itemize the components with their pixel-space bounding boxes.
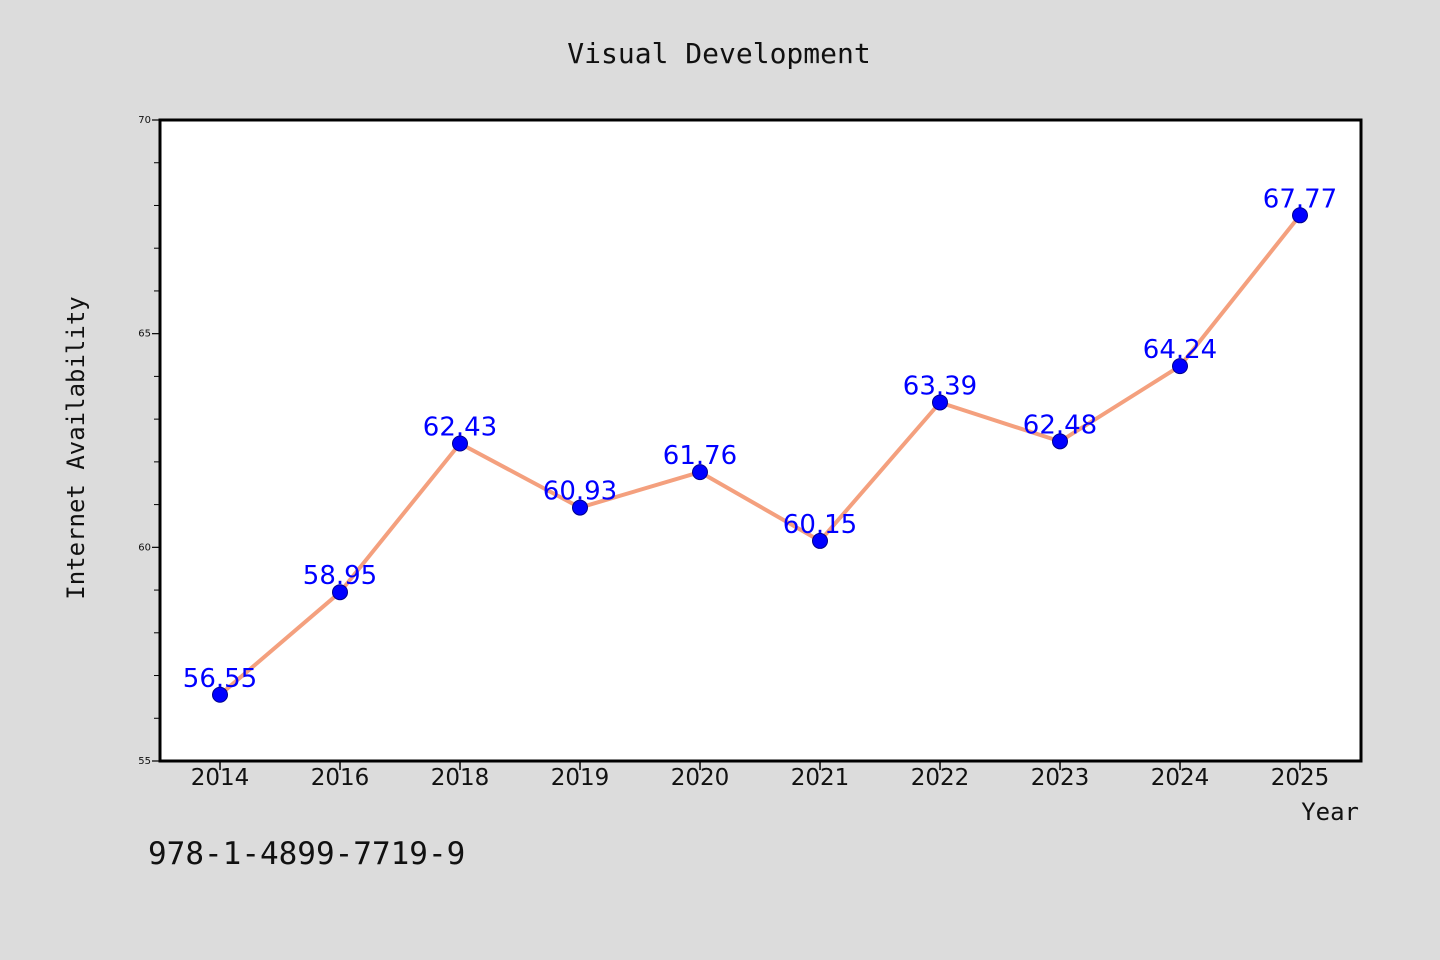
data-label: 60.93 xyxy=(543,477,617,507)
data-label: 63.39 xyxy=(903,371,977,401)
x-tick-label: 2016 xyxy=(311,765,370,791)
y-tick-label: 60 xyxy=(138,542,151,553)
data-point xyxy=(572,499,588,516)
y-tick-label: 65 xyxy=(138,329,151,340)
data-label: 62.43 xyxy=(423,412,497,442)
data-label: 58.95 xyxy=(303,561,377,591)
x-tick-label: 2014 xyxy=(191,765,250,791)
x-tick-label: 2020 xyxy=(671,765,730,791)
x-tick-label: 2025 xyxy=(1271,765,1330,791)
data-point xyxy=(812,532,828,549)
data-point xyxy=(1292,207,1308,224)
data-label: 62.48 xyxy=(1023,410,1097,440)
x-tick-label: 2022 xyxy=(911,765,970,791)
data-point xyxy=(452,435,468,452)
data-label: 61.76 xyxy=(663,441,737,471)
x-tick-labels: 2014 2016 2018 2019 2020 2021 2022 2023 2024 2025 xyxy=(191,765,1330,791)
data-labels: 56.55 58.95 62.43 60.93 61.76 60.15 63.39 62.48… xyxy=(183,184,1337,693)
x-tick-label: 2024 xyxy=(1151,765,1210,791)
x-axis-label: Year xyxy=(1301,798,1359,826)
chart-title: Visual Development xyxy=(567,37,870,70)
y-tick-label: 55 xyxy=(138,756,151,767)
data-point xyxy=(1172,358,1188,375)
x-tick-label: 2023 xyxy=(1031,765,1090,791)
axis-ticks xyxy=(152,119,1301,770)
data-point xyxy=(1052,433,1068,450)
x-tick-label: 2018 xyxy=(431,765,490,791)
data-point xyxy=(692,464,708,481)
plot-area xyxy=(158,118,1363,763)
data-label: 64.24 xyxy=(1143,335,1217,365)
data-markers xyxy=(212,207,1308,703)
footnote-isbn: 978-1-4899-7719-9 xyxy=(148,836,465,872)
data-point xyxy=(212,686,228,703)
data-point xyxy=(332,584,348,601)
series-line xyxy=(218,213,1302,697)
data-label: 60.15 xyxy=(783,510,857,540)
y-tick-label: 70 xyxy=(138,115,151,126)
data-label: 67.77 xyxy=(1263,184,1337,214)
x-tick-label: 2021 xyxy=(791,765,850,791)
x-tick-label: 2019 xyxy=(551,765,610,791)
y-tick-labels: 55 60 65 70 xyxy=(138,115,151,767)
y-axis-label: Internet Availability xyxy=(62,296,90,599)
data-label: 56.55 xyxy=(183,664,257,694)
data-point xyxy=(932,394,948,411)
